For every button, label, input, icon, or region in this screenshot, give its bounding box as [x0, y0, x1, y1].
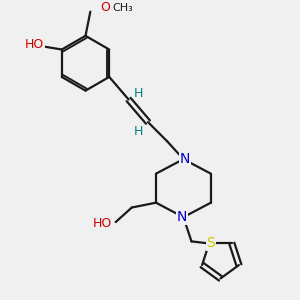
Text: H: H [134, 86, 144, 100]
Text: HO: HO [92, 217, 112, 230]
Text: N: N [177, 210, 187, 224]
Text: H: H [134, 124, 144, 138]
Text: N: N [180, 152, 190, 166]
Text: CH₃: CH₃ [112, 3, 133, 13]
Text: O: O [100, 1, 110, 14]
Text: S: S [206, 236, 215, 250]
Text: HO: HO [25, 38, 44, 51]
